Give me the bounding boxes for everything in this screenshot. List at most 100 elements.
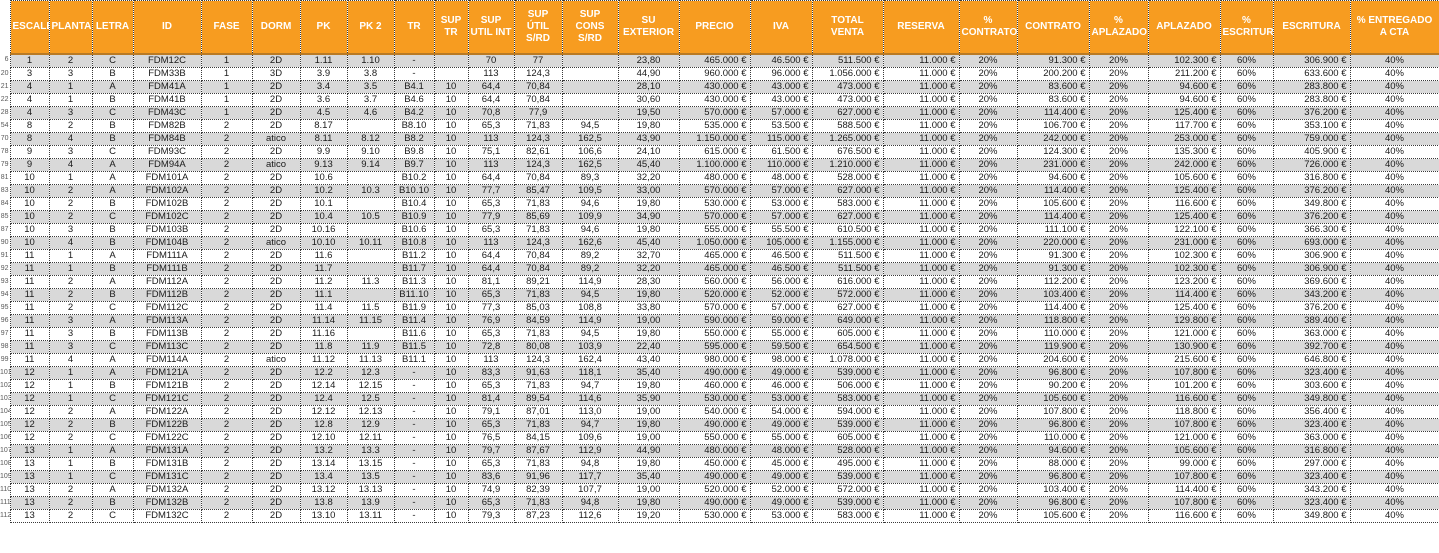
cell[interactable]: B10.6 <box>393 222 435 237</box>
cell[interactable]: 1 <box>48 261 93 276</box>
cell[interactable]: C <box>91 300 134 315</box>
cell[interactable]: 135.300 € <box>1147 144 1221 159</box>
cell[interactable]: 306.900 € <box>1272 248 1351 263</box>
cell[interactable]: 473.000 € <box>811 92 884 107</box>
cell[interactable]: B <box>91 456 134 471</box>
cell[interactable]: 12.4 <box>299 391 348 406</box>
cell[interactable]: 1.11 <box>299 53 348 68</box>
cell[interactable]: 40% <box>1349 469 1439 484</box>
cell[interactable]: 40% <box>1349 417 1439 432</box>
cell[interactable]: 114.400 € <box>1016 183 1090 198</box>
cell[interactable]: 2 <box>48 274 93 289</box>
row-number[interactable]: 94 <box>0 288 10 301</box>
cell[interactable]: 64,4 <box>467 248 515 263</box>
cell[interactable]: B <box>91 378 134 393</box>
cell[interactable]: FDM131A <box>132 443 202 458</box>
cell[interactable]: - <box>393 443 435 458</box>
cell[interactable]: 2 <box>48 287 93 302</box>
cell[interactable]: 57.000 € <box>749 105 813 120</box>
cell[interactable]: 511.500 € <box>811 53 884 68</box>
cell[interactable]: 13.11 <box>346 508 395 523</box>
row-number[interactable]: 101 <box>0 366 10 379</box>
cell[interactable]: 49.000 € <box>749 495 813 510</box>
cell[interactable]: 2D <box>251 430 301 445</box>
cell[interactable]: 118.800 € <box>1147 404 1221 419</box>
cell[interactable]: 11.000 € <box>882 287 960 302</box>
cell[interactable]: 242.000 € <box>1147 157 1221 172</box>
cell[interactable]: 627.000 € <box>811 300 884 315</box>
cell[interactable]: 465.000 € <box>678 53 751 68</box>
cell[interactable]: 2 <box>48 404 93 419</box>
cell[interactable]: 20% <box>958 92 1018 107</box>
cell[interactable]: 40% <box>1349 352 1439 367</box>
cell[interactable]: 162,5 <box>561 157 619 172</box>
cell[interactable]: 1.10 <box>346 53 395 68</box>
cell[interactable]: 60% <box>1219 66 1274 81</box>
cell[interactable]: 1.078.000 € <box>811 352 884 367</box>
cell[interactable]: FDM111A <box>132 248 202 263</box>
cell[interactable]: 1 <box>48 92 93 107</box>
cell[interactable]: 13.14 <box>299 456 348 471</box>
cell[interactable]: 2D <box>251 300 301 315</box>
cell[interactable]: 80,08 <box>513 339 563 354</box>
cell[interactable]: 693.000 € <box>1272 235 1351 250</box>
cell[interactable]: 75,1 <box>467 144 515 159</box>
cell[interactable]: 40% <box>1349 339 1439 354</box>
cell[interactable]: 2D <box>251 456 301 471</box>
cell[interactable]: 960.000 € <box>678 66 751 81</box>
cell[interactable]: FDM103B <box>132 222 202 237</box>
cell[interactable]: 2D <box>251 144 301 159</box>
cell[interactable]: 211.200 € <box>1147 66 1221 81</box>
cell[interactable]: 539.000 € <box>811 495 884 510</box>
cell[interactable]: 71,83 <box>513 378 563 393</box>
cell[interactable]: 53.000 € <box>749 196 813 211</box>
cell[interactable]: 343.200 € <box>1272 482 1351 497</box>
column-header-contrato[interactable]: % CONTRATO <box>958 0 1018 55</box>
cell[interactable]: 2D <box>251 391 301 406</box>
cell[interactable]: FDM114A <box>132 352 202 367</box>
cell[interactable]: 34,90 <box>617 209 680 224</box>
cell[interactable]: 76,5 <box>467 430 515 445</box>
cell[interactable]: 4 <box>9 92 50 107</box>
cell[interactable]: 12 <box>9 391 50 406</box>
cell[interactable]: 20% <box>958 196 1018 211</box>
cell[interactable]: B <box>91 261 134 276</box>
cell[interactable]: atico <box>251 157 301 172</box>
cell[interactable]: 10 <box>433 261 469 276</box>
cell[interactable]: 43,40 <box>617 352 680 367</box>
cell[interactable]: 4 <box>48 235 93 250</box>
cell[interactable] <box>561 105 619 120</box>
cell[interactable]: 528.000 € <box>811 170 884 185</box>
cell[interactable]: 60% <box>1219 391 1274 406</box>
cell[interactable]: 44,90 <box>617 66 680 81</box>
cell[interactable]: 594.000 € <box>811 404 884 419</box>
column-header-total-venta[interactable]: TOTAL VENTA <box>811 0 884 55</box>
cell[interactable]: 3.7 <box>346 92 395 107</box>
cell[interactable]: 79,7 <box>467 443 515 458</box>
cell[interactable]: 2 <box>48 482 93 497</box>
cell[interactable]: B11.10 <box>393 287 435 302</box>
cell[interactable] <box>346 170 395 185</box>
cell[interactable]: 465.000 € <box>678 248 751 263</box>
cell[interactable]: 11.000 € <box>882 261 960 276</box>
cell[interactable]: 82,61 <box>513 144 563 159</box>
cell[interactable]: 11.000 € <box>882 53 960 68</box>
cell[interactable]: 40% <box>1349 92 1439 107</box>
cell[interactable]: 91.300 € <box>1016 248 1090 263</box>
cell[interactable]: 539.000 € <box>811 417 884 432</box>
cell[interactable]: 595.000 € <box>678 339 751 354</box>
cell[interactable]: FDM12C <box>132 53 202 68</box>
column-header-sup-cons-s-rd[interactable]: SUP CONS S/RD <box>561 0 619 55</box>
cell[interactable]: 2D <box>251 326 301 341</box>
cell[interactable]: 20% <box>958 235 1018 250</box>
cell[interactable]: B10.9 <box>393 209 435 224</box>
column-header-dorm[interactable]: DORM <box>251 0 301 55</box>
cell[interactable]: FDM41B <box>132 92 202 107</box>
cell[interactable]: 40% <box>1349 274 1439 289</box>
cell[interactable]: A <box>91 404 134 419</box>
cell[interactable]: 20% <box>958 183 1018 198</box>
cell[interactable]: 1 <box>48 391 93 406</box>
cell[interactable]: 113 <box>467 235 515 250</box>
cell[interactable]: 60% <box>1219 456 1274 471</box>
cell[interactable]: 85,47 <box>513 183 563 198</box>
